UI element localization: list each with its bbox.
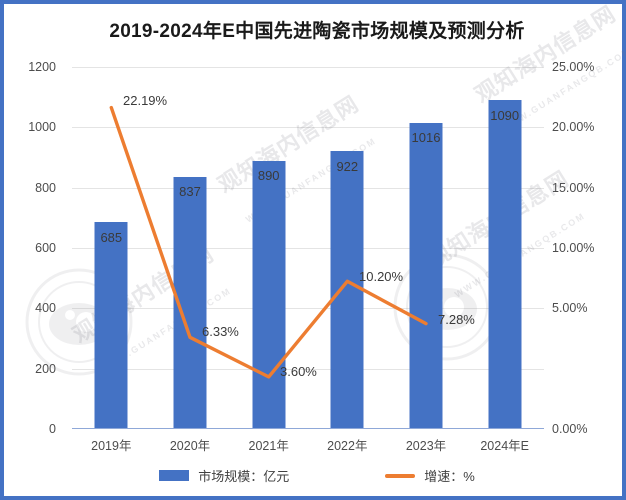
y2-axis-tick: 5.00% — [552, 301, 588, 316]
y2-axis-tick: 15.00% — [552, 180, 595, 195]
y-axis-tick: 600 — [35, 241, 56, 255]
chart-title: 2019-2024年E中国先进陶瓷市场规模及预测分析 — [109, 21, 525, 42]
chart-legend: 市场规模：亿元 增速：% — [4, 466, 626, 485]
growth-value-label: 6.33% — [202, 324, 239, 339]
bar-2022[interactable] — [330, 150, 364, 429]
legend-item-market-size[interactable]: 市场规模：亿元 — [159, 466, 289, 485]
bar-value-label: 890 — [257, 168, 280, 183]
y-axis-tick: 800 — [35, 180, 56, 195]
bar-2019[interactable] — [94, 222, 128, 429]
gridline — [72, 308, 544, 310]
x-axis-tick: 2021年 — [248, 439, 289, 453]
gridline — [72, 187, 544, 189]
bar-2021[interactable] — [252, 160, 286, 429]
bar-2023[interactable] — [409, 122, 443, 429]
bar-value-label: 1016 — [411, 130, 441, 145]
y2-axis-tick: 20.00% — [552, 120, 595, 135]
legend-bar-swatch — [159, 470, 190, 481]
watermark-logo — [392, 252, 502, 367]
gridline — [72, 67, 544, 68]
y-axis-tick: 200 — [35, 361, 56, 376]
bar-value-label: 1090 — [490, 108, 520, 123]
bar-2024[interactable] — [488, 100, 522, 429]
legend-label: 增速：% — [424, 469, 475, 484]
y-axis-tick: 400 — [35, 301, 56, 316]
y2-axis-tick: 25.00% — [552, 60, 595, 74]
x-axis-tick: 2023年 — [405, 439, 447, 453]
legend-item-growth-rate[interactable]: 增速：% — [385, 466, 475, 485]
growth-value-label: 10.20% — [359, 269, 404, 284]
y2-axis-tick: 10.00% — [552, 241, 595, 255]
bar-value-label: 837 — [179, 184, 201, 199]
y2-axis-tick: 0.00% — [552, 422, 588, 436]
bar-value-label: 922 — [336, 159, 359, 174]
y-axis-tick: 1000 — [28, 120, 56, 135]
x-axis-line — [72, 427, 544, 429]
growth-value-label: 22.19% — [123, 93, 168, 108]
plot-area: 观知海内信息网 WWW.GUANFANGQB.COM 观知海内信息网 WWW.G… — [25, 1, 626, 429]
x-axis-tick: 2020年 — [169, 439, 211, 453]
growth-value-label: 7.28% — [438, 312, 475, 327]
y-axis-tick: 1200 — [28, 60, 56, 74]
growth-value-label: 3.60% — [280, 364, 317, 379]
y-axis-tick: 0 — [49, 422, 56, 436]
legend-label: 市场规模：亿元 — [198, 469, 290, 484]
legend-line-swatch — [385, 473, 416, 478]
bar-2020[interactable] — [173, 176, 207, 429]
bar-value-label: 685 — [100, 230, 123, 245]
x-axis-tick: 2022年 — [327, 439, 368, 453]
gridline — [72, 127, 544, 129]
gridline — [72, 248, 544, 249]
x-axis-tick: 2024年E — [480, 439, 530, 453]
x-axis-tick: 2019年 — [91, 439, 132, 453]
